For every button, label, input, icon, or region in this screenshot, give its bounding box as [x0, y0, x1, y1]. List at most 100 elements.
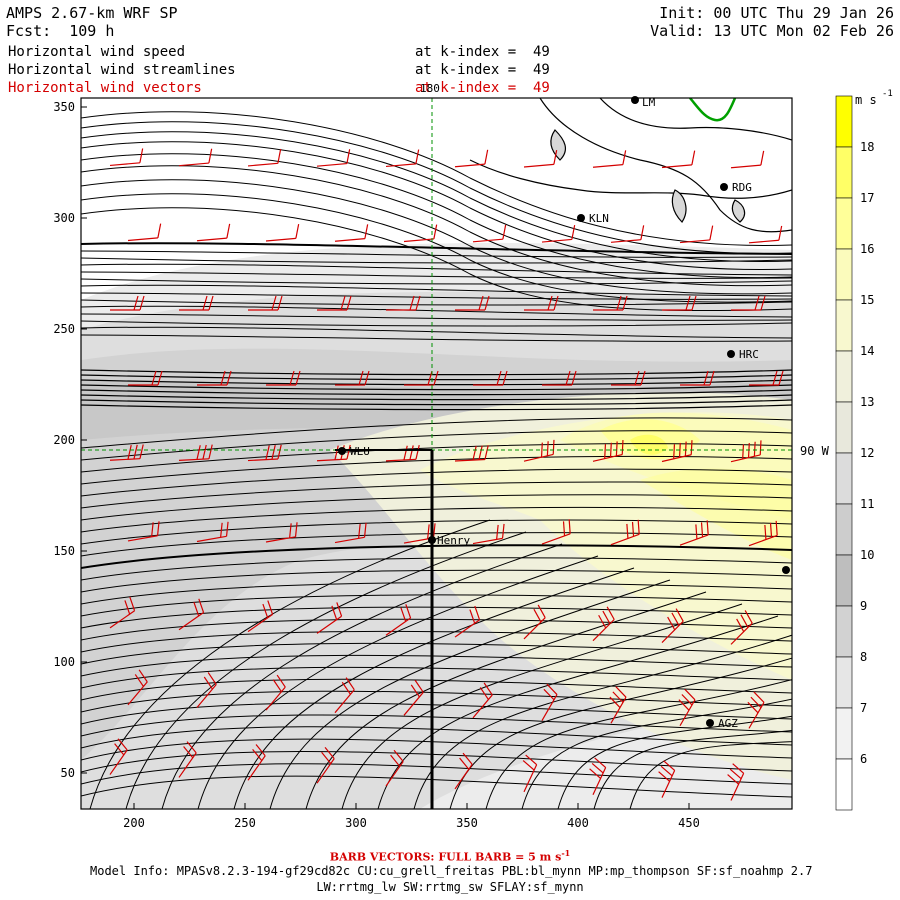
- wind-barb: [247, 148, 282, 167]
- colorbar-swatch: [835, 656, 853, 709]
- colorbar-label: 18: [860, 140, 874, 154]
- field-name-wind-vectors: Horizontal wind vectors: [8, 80, 202, 96]
- wind-barb: [541, 683, 558, 721]
- x-tick-label: 200: [123, 816, 145, 830]
- wind-barb: [661, 440, 693, 463]
- streamline: [81, 326, 792, 339]
- wind-barb: [609, 686, 627, 724]
- wind-barb: [730, 440, 762, 463]
- wind-barb: [110, 295, 145, 311]
- streamline: [81, 544, 792, 569]
- wind-barb: [316, 602, 343, 634]
- y-tick-label: 350: [53, 100, 75, 114]
- streamline: [81, 702, 792, 725]
- wind-barb: [197, 370, 232, 386]
- colorbar-swatch: [835, 452, 853, 505]
- streamline: [81, 389, 792, 396]
- station-rdg-label: RDG: [732, 181, 752, 194]
- wind-barb: [727, 763, 745, 801]
- wind-barb: [748, 225, 783, 244]
- colorbar-swatch: [835, 350, 853, 403]
- meridian-label: 180: [420, 82, 440, 95]
- colorbar-swatch: [835, 503, 853, 556]
- streamline: [593, 729, 792, 809]
- wind-barbs: [109, 148, 784, 801]
- wind-barb: [266, 370, 301, 386]
- streamline: [233, 567, 635, 809]
- streamline: [521, 698, 792, 809]
- streamline: [81, 738, 792, 761]
- wind-barb: [334, 224, 369, 242]
- wind-barb: [730, 610, 753, 645]
- streamline: [81, 292, 792, 300]
- streamline: [81, 714, 792, 737]
- wind-barb: [454, 149, 489, 168]
- streamline: [81, 320, 792, 327]
- streamline: [81, 271, 792, 279]
- wind-barb: [109, 738, 128, 775]
- wind-barb: [661, 150, 696, 169]
- wind-barb: [593, 295, 628, 311]
- field-level-wind-vectors: at k-index = 49: [415, 80, 550, 96]
- colorbar-swatch: [835, 95, 853, 148]
- wind-barb: [658, 760, 676, 798]
- streamline: [81, 278, 792, 285]
- streamline: [81, 468, 792, 497]
- wind-barb: [178, 598, 205, 631]
- wind-barb: [196, 521, 229, 543]
- colorbar-swatch: [835, 146, 853, 199]
- station-wlu-label: WLU: [350, 445, 370, 458]
- station-hrc-label: HRC: [739, 348, 759, 361]
- streamline: [81, 207, 792, 312]
- y-tick-label: 100: [53, 655, 75, 669]
- streamline: [81, 690, 792, 713]
- streamline: [377, 615, 779, 809]
- y-tick-label: 300: [53, 211, 75, 225]
- green-contour: [689, 98, 737, 122]
- barb-note: BARB VECTORS: FULL BARB = 5 m s-1: [0, 848, 900, 864]
- wind-barb: [592, 606, 615, 642]
- streamline: [81, 384, 792, 391]
- streamline: [81, 131, 792, 262]
- wind-barb: [265, 522, 298, 543]
- wind-barb: [247, 600, 274, 633]
- wind-barb: [523, 439, 555, 462]
- streamline: [485, 679, 792, 809]
- streamline: [81, 284, 792, 297]
- colorbar-swatch: [835, 554, 853, 607]
- wind-barb: [196, 223, 231, 242]
- streamline: [81, 494, 792, 521]
- wind-barb: [678, 688, 696, 727]
- colorbar-swatch: [835, 707, 853, 760]
- wind-barb: [679, 520, 709, 546]
- streamline: [81, 582, 792, 605]
- field-level-streamlines: at k-index = 49: [415, 62, 550, 78]
- colorbar-label: 10: [860, 548, 874, 562]
- station-henry-marker: [428, 536, 436, 544]
- wind-barb: [385, 749, 404, 787]
- wind-barb: [610, 519, 640, 546]
- colorbar-label: 12: [860, 446, 874, 460]
- station-rdg-marker: [720, 183, 728, 191]
- wind-barb: [541, 225, 576, 243]
- valid-time: Valid: 13 UTC Mon 02 Feb 26: [650, 22, 894, 40]
- wind-barb: [196, 672, 217, 708]
- streamline: [81, 618, 792, 641]
- streamline: [81, 334, 792, 342]
- streamline: [81, 417, 792, 449]
- wind-barb: [524, 295, 559, 311]
- streamline: [81, 569, 792, 593]
- station-kln-marker: [577, 214, 585, 222]
- wind-barb: [592, 150, 627, 168]
- wind-barb: [454, 605, 481, 638]
- wind-barb: [334, 677, 355, 714]
- y-tick-label: 50: [61, 766, 75, 780]
- barb-note-exponent: -1: [561, 848, 571, 858]
- wind-barb: [610, 225, 645, 243]
- colorbar-unit-exponent: -1: [882, 89, 893, 99]
- streamline: [269, 579, 671, 809]
- wind-barb: [679, 225, 714, 244]
- stations: KLN RDG HRC WLU Henry AGZ LM: [338, 96, 790, 730]
- wind-barb: [127, 223, 162, 242]
- wind-barb: [454, 445, 489, 462]
